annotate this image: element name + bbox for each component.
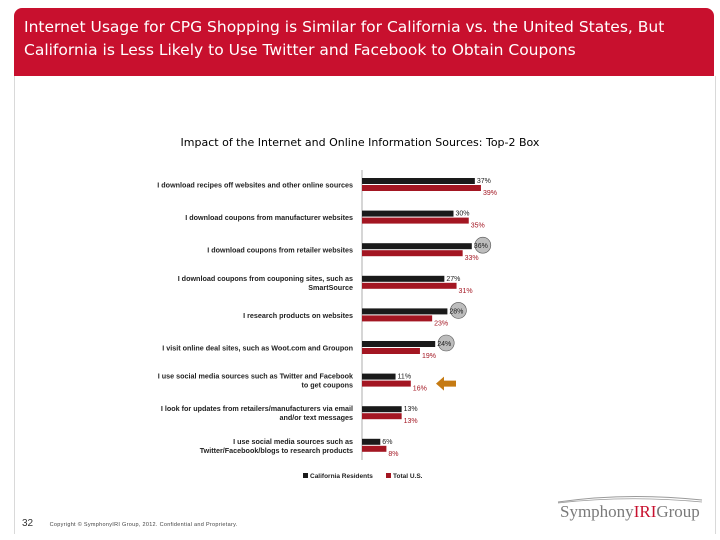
data-label: 6%: [382, 439, 392, 446]
bar: [362, 250, 463, 257]
data-label: 37%: [477, 178, 491, 185]
data-label: 19%: [422, 353, 436, 360]
category-label: I download coupons from retailer website…: [207, 246, 353, 255]
bar: [362, 315, 433, 322]
title-banner: Internet Usage for CPG Shopping is Simil…: [14, 8, 714, 76]
footer: 32 Copyright © SymphonyIRI Group, 2012. …: [22, 518, 238, 529]
bar: [362, 438, 381, 445]
data-label: 13%: [404, 418, 418, 425]
bar: [362, 185, 481, 191]
category-label: I visit online deal sites, such as Woot.…: [162, 344, 353, 353]
bar: [362, 373, 396, 380]
bar: [362, 243, 472, 250]
symphonyiri-logo: SymphonyIRIGroup: [556, 494, 704, 524]
chart-title: Impact of the Internet and Online Inform…: [180, 136, 540, 149]
left-arrow-icon: [436, 376, 456, 391]
bar: [362, 348, 420, 354]
bar: [362, 308, 448, 315]
bar: [362, 217, 469, 224]
bar: [362, 282, 457, 289]
data-label: 23%: [434, 320, 448, 327]
legend-label: Total U.S.: [393, 473, 423, 480]
category-label: I look for updates from retailers/manufa…: [161, 404, 353, 422]
category-label: I use social media sources such as Twitte…: [200, 437, 353, 455]
data-label: 16%: [413, 386, 427, 393]
bar: [362, 341, 436, 347]
bar: [362, 275, 445, 282]
data-label: 33%: [465, 255, 479, 262]
data-label: 39%: [483, 190, 497, 197]
bar: [362, 210, 454, 217]
bar: [362, 413, 402, 420]
category-label: I download coupons from couponing sites,…: [178, 274, 353, 292]
bar: [362, 406, 402, 413]
legend-swatch: [386, 473, 391, 478]
bar: [362, 380, 411, 387]
page-number: 32: [22, 518, 34, 529]
data-label: 35%: [471, 223, 485, 230]
slide-frame: [14, 76, 716, 534]
highlight-circle: [474, 236, 492, 254]
bar: [362, 445, 387, 452]
data-label: 8%: [388, 451, 398, 458]
slide-title-line-2: California is Less Likely to Use Twitter…: [24, 41, 576, 59]
data-label: 27%: [446, 276, 460, 283]
copyright-text: Copyright © SymphonyIRI Group, 2012. Con…: [49, 522, 238, 528]
data-label: 31%: [459, 288, 473, 295]
data-label: 24%: [437, 341, 451, 348]
data-label: 28%: [449, 308, 463, 315]
slide-title-line-1: Internet Usage for CPG Shopping is Simil…: [24, 18, 665, 36]
category-label: I use social media sources such as Twitt…: [158, 372, 353, 390]
highlight-circle: [437, 334, 455, 352]
logo-part-3: Group: [656, 502, 700, 521]
category-label: I research products on websites: [243, 311, 353, 320]
data-label: 30%: [456, 211, 470, 218]
legend-swatch: [303, 473, 308, 478]
logo-part-1: Symphony: [560, 502, 634, 521]
highlight-circle: [450, 302, 467, 319]
category-label: I download coupons from manufacturer web…: [185, 213, 353, 222]
bar: [362, 178, 475, 184]
data-label: 13%: [404, 406, 418, 413]
data-label: 11%: [398, 374, 412, 381]
category-label: I download recipes off websites and othe…: [157, 181, 353, 190]
logo-swoosh-icon: [557, 495, 703, 504]
legend-label: California Residents: [310, 473, 373, 480]
data-label: 36%: [474, 243, 488, 250]
logo-part-2: IRI: [633, 502, 657, 521]
